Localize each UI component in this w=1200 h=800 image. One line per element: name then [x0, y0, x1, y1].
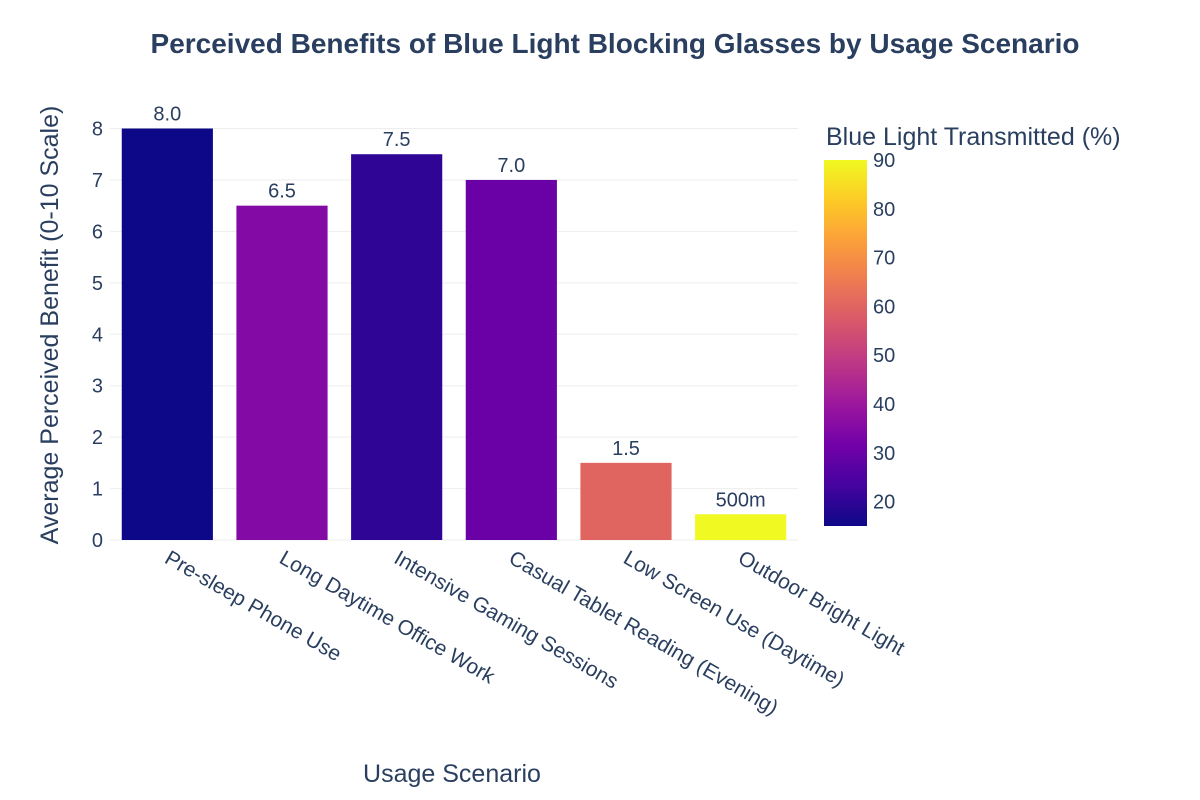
x-tick-label: Long Daytime Office Work [276, 546, 500, 688]
y-axis-title: Average Perceived Benefit (0-10 Scale) [36, 106, 64, 545]
colorbar-tick-label: 30 [873, 443, 895, 465]
bar[interactable] [121, 128, 213, 541]
colorbar-tick-label: 40 [873, 394, 895, 416]
bar[interactable] [695, 514, 787, 540]
bars [121, 128, 787, 541]
y-tick-label: 5 [92, 273, 103, 295]
colorbar [824, 160, 867, 526]
y-tick-label: 0 [92, 530, 103, 552]
bar[interactable] [236, 205, 328, 540]
bar-value-label: 6.5 [268, 181, 296, 203]
colorbar-tick-label: 70 [873, 248, 895, 270]
colorbar-tick-label: 60 [873, 296, 895, 318]
colorbar-tick-label: 20 [873, 492, 895, 514]
colorbar-tick-label: 50 [873, 345, 895, 367]
bar-value-label: 7.0 [497, 155, 525, 177]
y-tick-label: 1 [92, 479, 103, 501]
colorbar-title: Blue Light Transmitted (%) [826, 123, 1121, 151]
x-tick-label: Intensive Gaming Sessions [390, 546, 622, 693]
y-tick-label: 8 [92, 119, 103, 141]
y-tick-label: 2 [92, 427, 103, 449]
bar-value-label: 500m [716, 489, 766, 511]
bar-value-label: 8.0 [153, 104, 181, 126]
y-axis-ticks: 0 1 2 3 4 5 6 7 8 [92, 119, 103, 553]
colorbar-tick-label: 80 [873, 199, 895, 221]
x-tick-label: Low Screen Use (Daytime) [620, 546, 849, 691]
bar[interactable] [351, 154, 443, 540]
gridlines [110, 128, 798, 541]
bar-value-label: 7.5 [383, 129, 411, 151]
colorbar-ticks: 20 30 40 50 60 70 80 90 [873, 150, 895, 514]
y-tick-label: 3 [92, 376, 103, 398]
data-labels: 8.0 6.5 7.5 7.0 1.5 500m [153, 104, 765, 512]
bar[interactable] [580, 462, 672, 540]
bar[interactable] [465, 179, 557, 540]
colorbar-tick-label: 90 [873, 150, 895, 172]
chart-title: Perceived Benefits of Blue Light Blockin… [151, 28, 1080, 59]
y-tick-label: 4 [92, 324, 103, 346]
bar-value-label: 1.5 [612, 438, 640, 460]
x-axis-title: Usage Scenario [363, 760, 541, 788]
y-tick-label: 7 [92, 170, 103, 192]
y-tick-label: 6 [92, 221, 103, 243]
